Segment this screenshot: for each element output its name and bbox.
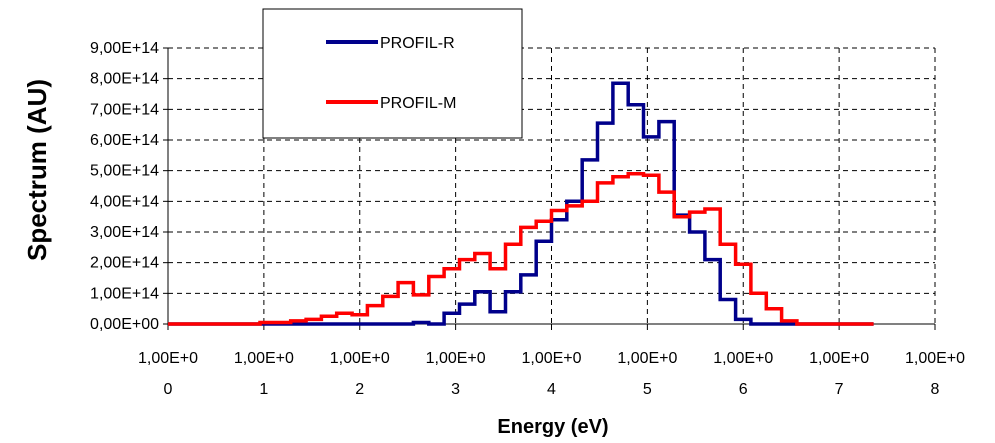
x-tick-label: 7 bbox=[835, 381, 844, 398]
x-tick-label: 2 bbox=[355, 381, 364, 398]
x-tick-label: 4 bbox=[547, 381, 556, 398]
x-tick-label: 1 bbox=[259, 381, 268, 398]
tick-labels: 0,00E+00 1,00E+14 2,00E+14 3,00E+14 4,00E+14… bbox=[90, 40, 965, 398]
x-tick-label: 8 bbox=[931, 381, 940, 398]
x-tick-label: 5 bbox=[643, 381, 652, 398]
y-tick-label: 1,00E+14 bbox=[90, 285, 159, 302]
series-line-profil-r bbox=[168, 81, 874, 326]
x-tick-label-top: 1,00E+0 bbox=[234, 350, 294, 367]
x-tick-label-top: 1,00E+0 bbox=[426, 350, 486, 367]
legend-label-profil-r: PROFIL-R bbox=[380, 35, 455, 52]
legend-label-profil-m: PROFIL-M bbox=[380, 95, 456, 112]
legend: PROFIL-R PROFIL-M bbox=[262, 8, 523, 139]
x-tick-label-top: 1,00E+0 bbox=[330, 350, 390, 367]
x-tick-label: 0 bbox=[164, 381, 173, 398]
y-tick-label: 0,00E+00 bbox=[90, 316, 159, 333]
y-tick-label: 2,00E+14 bbox=[90, 255, 159, 272]
x-tick-label-top: 1,00E+0 bbox=[905, 350, 965, 367]
series-line-profil-m bbox=[168, 171, 874, 326]
y-axis-title: Spectrum (AU) bbox=[22, 79, 52, 261]
x-tick-label: 6 bbox=[739, 381, 748, 398]
y-tick-label: 3,00E+14 bbox=[90, 224, 159, 241]
x-tick-label-top: 1,00E+0 bbox=[617, 350, 677, 367]
y-tick-label: 5,00E+14 bbox=[90, 163, 159, 180]
series-lines bbox=[168, 81, 874, 326]
x-tick-label: 3 bbox=[451, 381, 460, 398]
y-tick-label: 4,00E+14 bbox=[90, 193, 159, 210]
legend-box bbox=[262, 8, 523, 139]
x-axis-title: Energy (eV) bbox=[497, 416, 608, 438]
x-tick-label-top: 1,00E+0 bbox=[138, 350, 198, 367]
x-tick-label-top: 1,00E+0 bbox=[521, 350, 581, 367]
x-tick-label-top: 1,00E+0 bbox=[809, 350, 869, 367]
y-tick-label: 8,00E+14 bbox=[90, 71, 159, 88]
y-tick-label: 6,00E+14 bbox=[90, 132, 159, 149]
y-tick-label: 7,00E+14 bbox=[90, 101, 159, 118]
y-tick-label: 9,00E+14 bbox=[90, 40, 159, 57]
x-tick-label-top: 1,00E+0 bbox=[713, 350, 773, 367]
